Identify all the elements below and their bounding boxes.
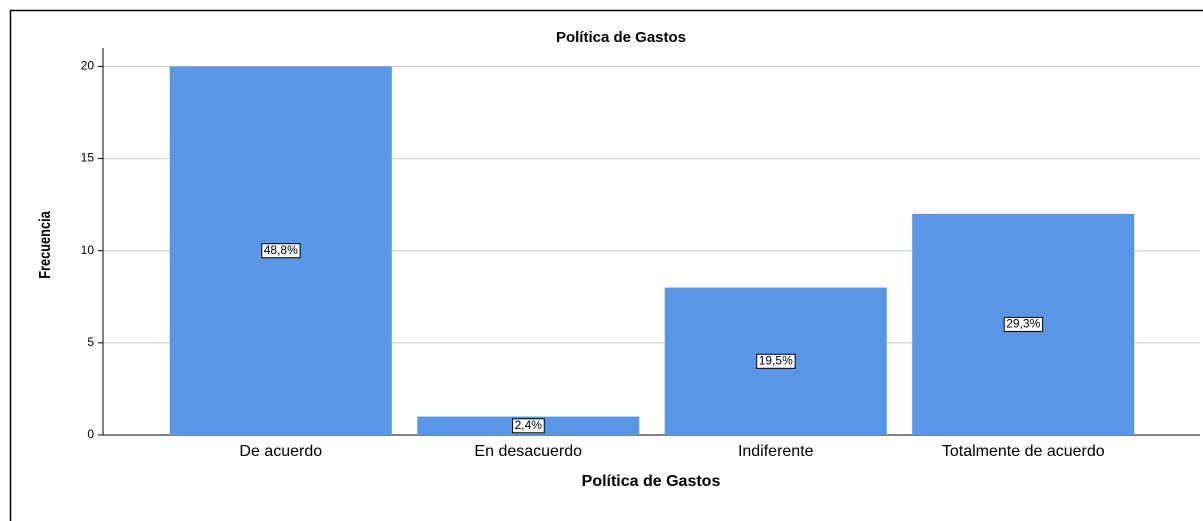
x-tick-label: Indiferente [738, 443, 814, 460]
label-box [1003, 316, 1044, 332]
data-label: 48,8% [264, 243, 298, 257]
y-tick-label: 20 [81, 59, 95, 73]
y-tick-label: 5 [87, 335, 94, 349]
data-label: 19,5% [759, 353, 793, 367]
x-axis-title: Política de Gastos [582, 473, 721, 490]
chart-title: Política de Gastos [556, 29, 686, 46]
y-axis-title: Frecuencia [37, 210, 55, 278]
x-tick-label: Totalmente de acuerdo [942, 443, 1105, 460]
y-tick-label: 10 [81, 243, 95, 257]
data-label: 29,3% [1006, 317, 1040, 331]
x-tick-label: En desacuerdo [474, 443, 582, 460]
data-label: 2,4% [515, 418, 543, 432]
label-box [512, 418, 545, 434]
y-tick-label: 0 [87, 427, 94, 441]
label-box [261, 243, 301, 259]
x-tick-label: De acuerdo [239, 443, 322, 460]
label-box [756, 353, 796, 369]
y-tick-label: 15 [81, 151, 95, 165]
